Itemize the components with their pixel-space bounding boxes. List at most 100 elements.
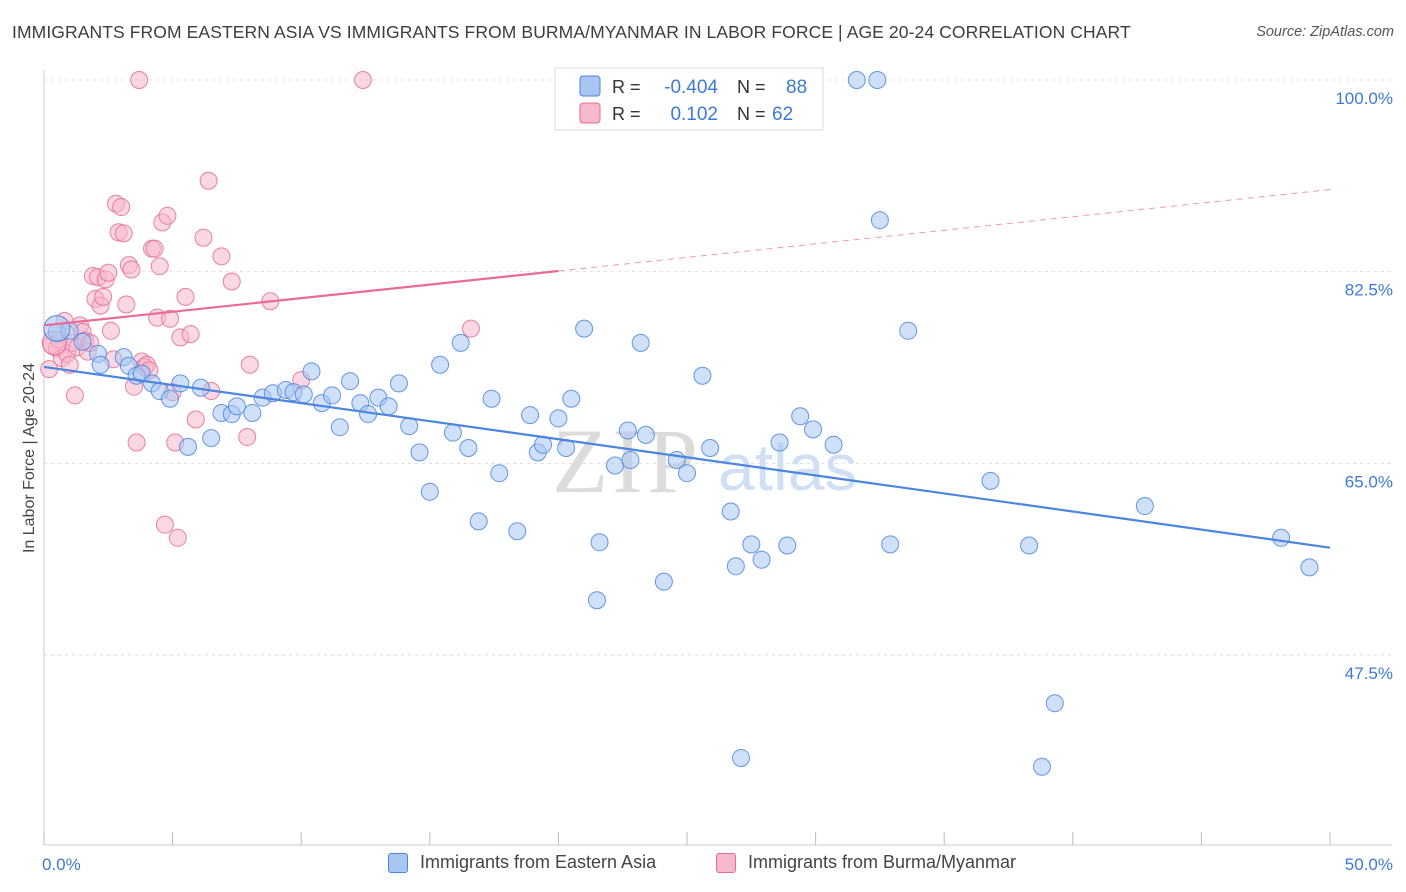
eastern-asia-point-33	[379, 397, 398, 416]
eastern-asia-point-38	[431, 355, 450, 374]
eastern-asia-point-27	[323, 386, 342, 405]
eastern-asia-point-43	[482, 389, 501, 408]
eastern-asia-point-11	[161, 389, 180, 408]
legend-r-value-pink: 0.102	[670, 104, 718, 125]
burma-point-49	[168, 528, 187, 547]
eastern-asia-point-71	[791, 407, 810, 426]
eastern-asia-point-25	[302, 362, 321, 381]
y-tick-label-1: 65.0%	[1345, 472, 1393, 491]
trend-lines	[43, 189, 1331, 549]
eastern-asia-point-69	[770, 433, 789, 452]
eastern-asia-point-18	[227, 397, 246, 416]
tick-labels: 47.5% 65.0% 82.5% 100.0% 0.0% 50.0%	[42, 89, 1393, 874]
eastern-asia-point-85	[1300, 558, 1319, 577]
eastern-asia-point-83	[1135, 497, 1154, 516]
eastern-asia-point-70	[778, 536, 797, 555]
eastern-asia-point-78	[899, 321, 918, 340]
eastern-asia-point-56	[618, 421, 637, 440]
x-tick-label-min: 0.0%	[42, 855, 81, 874]
burma-point-34	[130, 71, 149, 89]
eastern-asia-point-74	[847, 71, 866, 89]
legend-n-label-blue: N =	[737, 77, 766, 97]
eastern-asia-point-67	[742, 535, 761, 554]
x-tick-label-max: 50.0%	[1345, 855, 1393, 874]
legend-r-label-pink: R =	[612, 104, 641, 124]
burma-point-58	[222, 272, 241, 291]
eastern-asia-point-59	[636, 425, 655, 444]
eastern-asia-point-62	[678, 464, 696, 483]
eastern-asia-point-81	[1032, 757, 1051, 776]
y-axis-label: In Labor Force | Age 20-24	[21, 363, 38, 553]
burma-point-22	[99, 263, 118, 282]
eastern-asia-point-46	[521, 406, 540, 425]
burma-point-44	[155, 515, 174, 534]
burma-point-57	[212, 247, 231, 266]
eastern-asia-point-68	[752, 550, 771, 569]
eastern-asia-point-63	[693, 366, 712, 385]
burma-point-29	[117, 295, 136, 314]
eastern-asia-point-29	[341, 372, 360, 391]
legend-n-value-blue: 88	[786, 77, 807, 98]
eastern-asia-point-41	[459, 439, 478, 457]
eastern-asia-point-44	[490, 464, 509, 483]
burma-point-20	[94, 287, 113, 306]
legend-r-value-blue: -0.404	[664, 77, 718, 98]
burma-point-31	[122, 260, 141, 279]
eastern-asia-point-65	[721, 502, 740, 521]
burma-point-59	[238, 428, 257, 447]
legend-item-eastern-asia[interactable]: Immigrants from Eastern Asia	[388, 852, 656, 873]
burma-trend-line-solid	[43, 269, 559, 327]
y-tick-label-2: 82.5%	[1345, 281, 1393, 300]
eastern-asia-point-2	[73, 332, 92, 351]
eastern-asia-point-72	[804, 420, 823, 439]
chart-title: IMMIGRANTS FROM EASTERN ASIA VS IMMIGRAN…	[12, 22, 1131, 42]
eastern-asia-point-49	[549, 409, 568, 428]
legend-n-value-pink: 62	[772, 104, 793, 125]
legend-swatch-blue	[579, 75, 601, 97]
correlation-legend: R = -0.404 N = 88 R = 0.102 N = 62	[554, 67, 824, 131]
eastern-asia-point-52	[575, 319, 594, 338]
burma-point-42	[150, 257, 169, 276]
burma-point-60	[240, 355, 259, 374]
legend-label-burma: Immigrants from Burma/Myanmar	[748, 852, 1017, 872]
burma-point-53	[186, 410, 205, 429]
series-legend: Immigrants from Eastern Asia Immigrants …	[0, 848, 1406, 880]
eastern-asia-point-54	[590, 533, 609, 552]
eastern-asia-point-51	[562, 389, 581, 408]
eastern-asia-point-4	[91, 355, 110, 374]
eastern-asia-point-45	[508, 522, 527, 541]
burma-trend-line-dashed	[558, 189, 1331, 272]
y-tick-label-3: 100.0%	[1335, 89, 1393, 108]
legend-n-label-pink: N =	[737, 104, 766, 124]
eastern-asia-point-large	[43, 315, 71, 343]
eastern-asia-point-39	[443, 423, 462, 442]
eastern-asia-point-76	[870, 211, 889, 230]
y-tick-label-0: 47.5%	[1345, 664, 1393, 683]
eastern-asia-point-12	[171, 374, 190, 393]
eastern-asia-point-64	[701, 439, 720, 457]
eastern-asia-point-75	[868, 71, 887, 89]
burma-point-63	[353, 71, 372, 89]
eastern-asia-point-66	[726, 557, 745, 576]
legend-item-burma[interactable]: Immigrants from Burma/Myanmar	[716, 852, 1016, 873]
eastern-asia-point-58	[631, 333, 650, 352]
eastern-asia-point-86	[732, 748, 751, 767]
eastern-asia-point-73	[824, 435, 843, 454]
legend-r-label-blue: R =	[612, 77, 641, 97]
burma-point-46	[161, 309, 180, 328]
legend-swatch-eastern-asia	[388, 852, 408, 873]
burma-point-54	[194, 228, 213, 247]
burma-series	[40, 71, 480, 547]
eastern-asia-trend-line	[43, 365, 1331, 549]
eastern-asia-point-77	[881, 535, 900, 554]
burma-point-33	[127, 433, 146, 452]
burma-point-27	[112, 198, 131, 217]
burma-point-28	[114, 224, 133, 243]
eastern-asia-point-40	[451, 333, 470, 352]
eastern-asia-point-37	[420, 482, 439, 501]
burma-point-64	[461, 319, 480, 338]
legend-swatch-burma	[716, 852, 736, 873]
eastern-asia-point-60	[654, 572, 673, 591]
burma-point-23	[101, 321, 120, 340]
